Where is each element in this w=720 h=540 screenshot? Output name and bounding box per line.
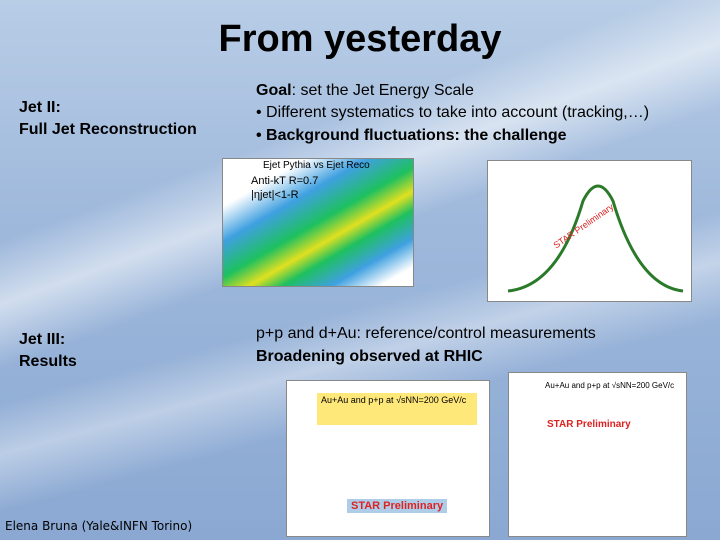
bullet: • Background fluctuations: the challenge bbox=[256, 127, 567, 144]
figure-plot bbox=[507, 184, 684, 293]
figure: STAR Preliminary bbox=[487, 160, 692, 302]
goal-line: Goal: set the Jet Energy Scale bbox=[256, 82, 474, 100]
bullet: • Different systematics to take into acc… bbox=[256, 104, 650, 121]
section-label: Full Jet Reconstruction bbox=[19, 121, 197, 138]
footer: Elena Bruna (Yale&INFN Torino) bbox=[5, 519, 193, 533]
figure: Ejet Pythia vs Ejet Reco Anti-kT R=0.7 |… bbox=[222, 158, 414, 287]
figure-label: Ejet Pythia vs Ejet Reco bbox=[263, 160, 370, 171]
figure-label: Au+Au and p+p at √sNN=200 GeV/c bbox=[545, 381, 675, 390]
figure-label: Anti-kT R=0.7 bbox=[251, 175, 319, 187]
goal-text: : set the Jet Energy Scale bbox=[291, 82, 474, 99]
figure-label: STAR Preliminary bbox=[547, 419, 631, 430]
figure: Au+Au and p+p at √sNN=200 GeV/c STAR Pre… bbox=[508, 372, 687, 537]
section-label: Jet II: bbox=[19, 99, 61, 116]
section-label: Jet III: bbox=[19, 331, 66, 348]
slide-title: From yesterday bbox=[218, 18, 502, 60]
figure-legend bbox=[317, 393, 477, 425]
section-label: Results bbox=[19, 353, 77, 370]
goal-head: Goal bbox=[256, 82, 292, 99]
figure-label: STAR Preliminary bbox=[347, 499, 448, 513]
figure-label: Au+Au and p+p at √sNN=200 GeV/c bbox=[321, 395, 467, 405]
figure: Au+Au and p+p at √sNN=200 GeV/c STAR Pre… bbox=[286, 380, 490, 537]
text-line: Broadening observed at RHIC bbox=[256, 348, 483, 365]
figure-label: |ηjet|<1-R bbox=[251, 189, 299, 201]
text-line: p+p and d+Au: reference/control measurem… bbox=[256, 325, 596, 342]
